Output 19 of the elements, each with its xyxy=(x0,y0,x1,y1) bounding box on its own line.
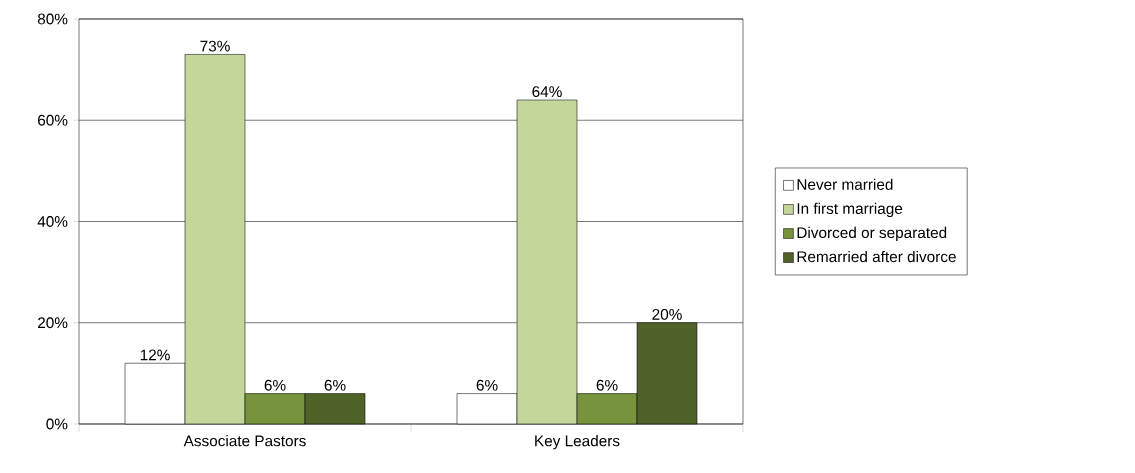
y-tick-label: 40% xyxy=(37,216,68,227)
legend-label: Divorced or separated xyxy=(797,226,947,242)
data-label: 6% xyxy=(324,379,346,391)
data-label: 6% xyxy=(596,379,618,391)
data-label: 64% xyxy=(532,86,562,98)
y-tick-label: 0% xyxy=(46,418,68,430)
data-label: 6% xyxy=(264,379,286,391)
x-tick-label: Key Leaders xyxy=(535,435,620,450)
y-tick-label: 20% xyxy=(38,317,68,329)
data-label: 6% xyxy=(476,379,498,391)
y-tick-label: 80% xyxy=(37,13,68,25)
data-label: 12% xyxy=(140,349,170,361)
legend-label: Never married xyxy=(797,178,893,190)
legend-label: In first marriage xyxy=(797,202,903,218)
y-tick-label: 60% xyxy=(38,114,68,126)
x-tick-label: Associate Pastors xyxy=(183,435,306,447)
legend-label: Remarried after divorce xyxy=(797,250,956,263)
data-label: 73% xyxy=(200,40,230,52)
data-label: 20% xyxy=(652,308,682,320)
